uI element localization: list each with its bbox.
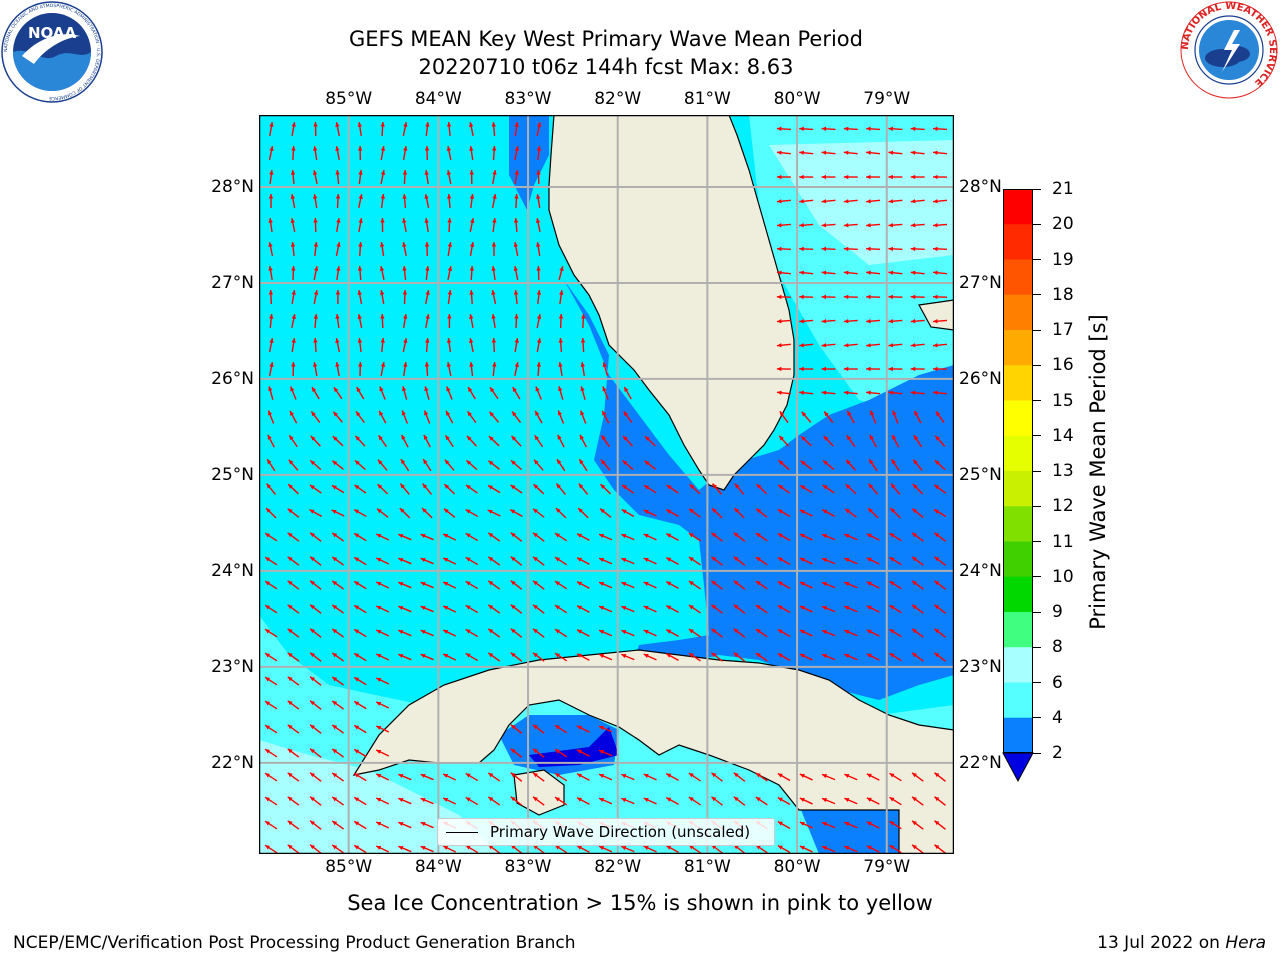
colorbar-tick-mark [1033, 224, 1041, 225]
lat-label: 27°N [211, 273, 254, 293]
colorbar-tick-mark [1033, 647, 1041, 648]
lon-label: 82°W [594, 89, 641, 109]
colorbar-tick-mark [1033, 365, 1041, 366]
footer-host: Hera [1225, 933, 1266, 953]
lat-label: 25°N [959, 465, 1002, 485]
map-legend: Primary Wave Direction (unscaled) [437, 818, 775, 846]
colorbar-tick-label: 6 [1052, 673, 1063, 693]
lat-label: 26°N [211, 369, 254, 389]
colorbar-tick-label: 13 [1052, 461, 1074, 481]
lon-label: 83°W [505, 857, 552, 877]
sea-ice-note: Sea Ice Concentration > 15% is shown in … [0, 891, 1280, 915]
lat-label: 22°N [211, 753, 254, 773]
lat-label: 24°N [211, 561, 254, 581]
colorbar-tick-label: 12 [1052, 496, 1074, 516]
colorbar-tick-label: 15 [1052, 391, 1074, 411]
lon-label: 81°W [684, 857, 731, 877]
colorbar-cell [1003, 506, 1033, 542]
lon-label: 80°W [774, 89, 821, 109]
footer-date: 13 Jul 2022 on Hera [1097, 933, 1266, 953]
lon-label: 83°W [505, 89, 552, 109]
colorbar-cell [1003, 260, 1033, 296]
lon-label: 84°W [415, 89, 462, 109]
legend-line [446, 832, 478, 833]
colorbar-tick-label: 4 [1052, 708, 1063, 728]
colorbar [1003, 189, 1033, 781]
colorbar-tick-mark [1033, 682, 1041, 683]
colorbar-cell [1003, 577, 1033, 613]
lat-label: 24°N [959, 561, 1002, 581]
colorbar-tick-mark [1033, 400, 1041, 401]
colorbar-tick-label: 20 [1052, 214, 1074, 234]
colorbar-tick-label: 16 [1052, 355, 1074, 375]
colorbar-tick-mark [1033, 612, 1041, 613]
lat-label: 22°N [959, 753, 1002, 773]
lon-label: 79°W [863, 857, 910, 877]
colorbar-tick-mark [1033, 189, 1041, 190]
colorbar-tick-label: 10 [1052, 567, 1074, 587]
colorbar-cell [1003, 330, 1033, 366]
colorbar-tick-label: 9 [1052, 602, 1063, 622]
lat-label: 23°N [211, 657, 254, 677]
lon-label: 85°W [325, 89, 372, 109]
lon-label: 85°W [325, 857, 372, 877]
footer-org: NCEP/EMC/Verification Post Processing Pr… [13, 933, 576, 953]
colorbar-tick-mark [1033, 506, 1041, 507]
colorbar-tick-mark [1033, 330, 1041, 331]
lat-label: 23°N [959, 657, 1002, 677]
colorbar-tick-mark [1033, 435, 1041, 436]
legend-label: Primary Wave Direction (unscaled) [490, 823, 750, 841]
colorbar-cell [1003, 471, 1033, 507]
colorbar-tick-mark [1033, 471, 1041, 472]
colorbar-cell [1003, 295, 1033, 331]
chart-subtitle: 20220710 t06z 144h fcst Max: 8.63 [0, 55, 1212, 79]
lat-label: 28°N [959, 177, 1002, 197]
colorbar-tick-label: 2 [1052, 743, 1063, 763]
lat-label: 25°N [211, 465, 254, 485]
colorbar-tick-label: 14 [1052, 426, 1074, 446]
colorbar-cell [1003, 718, 1033, 753]
footer-date-text: 13 Jul 2022 on [1097, 933, 1225, 953]
lat-label: 28°N [211, 177, 254, 197]
colorbar-label: Primary Wave Mean Period [s] [1086, 314, 1110, 630]
colorbar-tick-mark [1033, 717, 1041, 718]
colorbar-cell [1003, 401, 1033, 437]
lon-label: 82°W [594, 857, 641, 877]
colorbar-tick-mark [1033, 294, 1041, 295]
colorbar-tick-label: 19 [1052, 250, 1074, 270]
colorbar-tick-mark [1033, 541, 1041, 542]
colorbar-tick-label: 17 [1052, 320, 1074, 340]
colorbar-tick-label: 11 [1052, 532, 1074, 552]
colorbar-cell [1003, 612, 1033, 648]
lat-label: 26°N [959, 369, 1002, 389]
colorbar-cell [1003, 436, 1033, 472]
wave-map [259, 115, 954, 854]
lon-label: 80°W [774, 857, 821, 877]
colorbar-cell [1003, 224, 1033, 260]
colorbar-extend-triangle [1003, 753, 1033, 781]
colorbar-tick-mark [1033, 259, 1041, 260]
colorbar-tick-label: 21 [1052, 179, 1074, 199]
colorbar-cell [1003, 683, 1033, 719]
colorbar-cell [1003, 189, 1033, 225]
colorbar-tick-mark [1033, 576, 1041, 577]
noaa-logo: NOAA NATIONAL OCEANIC AND ATMOSPHERIC AD… [0, 0, 104, 104]
chart-title: GEFS MEAN Key West Primary Wave Mean Per… [0, 27, 1212, 51]
colorbar-cell [1003, 647, 1033, 683]
colorbar-tick-label: 8 [1052, 637, 1063, 657]
colorbar-cell [1003, 365, 1033, 401]
lon-label: 84°W [415, 857, 462, 877]
lon-label: 81°W [684, 89, 731, 109]
colorbar-tick-label: 18 [1052, 285, 1074, 305]
colorbar-cell [1003, 542, 1033, 578]
lon-label: 79°W [863, 89, 910, 109]
lat-label: 27°N [959, 273, 1002, 293]
colorbar-tick-mark [1033, 753, 1041, 754]
